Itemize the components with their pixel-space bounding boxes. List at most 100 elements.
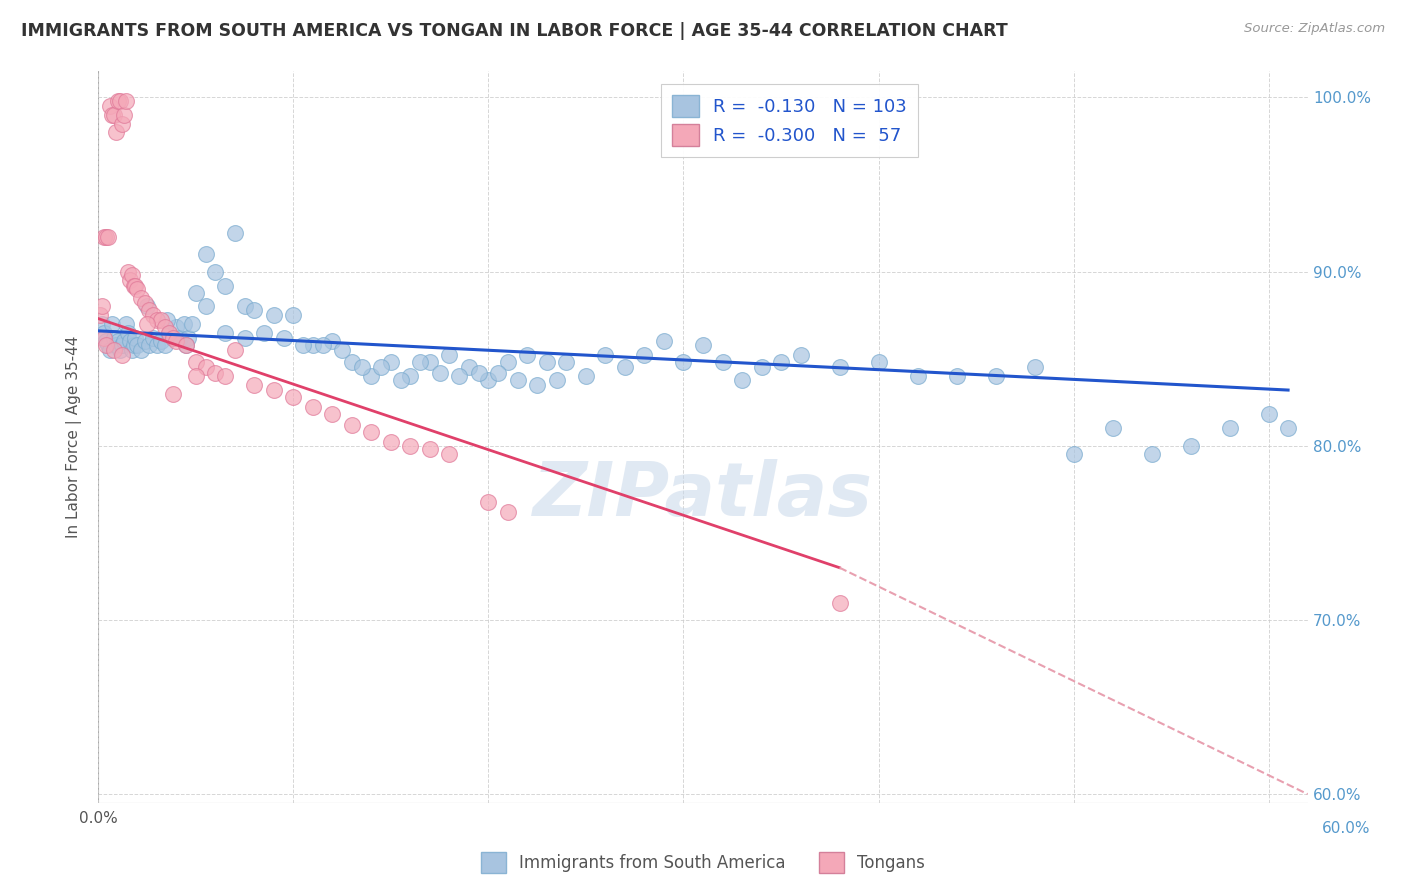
Point [174,338,197,352]
Point [103,108,125,122]
Point [233,331,256,345]
Point [380,355,402,369]
Point [108,343,131,357]
Point [263,308,285,322]
Point [477,373,499,387]
Point [253,326,276,340]
Point [1024,360,1046,375]
Point [555,355,578,369]
Point [984,369,1007,384]
Point [439,448,461,462]
Point [828,360,851,375]
Point [165,320,187,334]
Point [292,338,315,352]
Point [789,348,811,362]
Point [321,334,343,349]
Point [330,343,353,357]
Point [340,417,363,432]
Point [149,334,172,349]
Point [1063,448,1085,462]
Point [174,338,197,352]
Point [103,331,125,345]
Point [868,355,890,369]
Point [711,355,734,369]
Point [439,348,461,362]
Point [121,268,143,282]
Point [633,348,655,362]
Point [134,334,156,349]
Point [111,338,134,352]
Point [399,369,422,384]
Point [91,317,114,331]
Point [146,338,169,352]
Point [360,369,382,384]
Point [111,117,134,131]
Point [127,338,149,352]
Point [652,334,675,349]
Point [263,383,285,397]
Point [243,302,266,317]
Point [181,317,204,331]
Point [1180,439,1202,453]
Point [214,326,236,340]
Point [89,308,111,322]
Point [157,326,180,340]
Point [162,386,184,401]
Point [118,273,141,287]
Point [907,369,929,384]
Point [194,247,217,261]
Point [731,373,754,387]
Point [672,355,695,369]
Point [104,338,127,352]
Point [194,300,217,314]
Point [321,408,343,422]
Text: ZIPatlas: ZIPatlas [533,459,873,533]
Point [224,343,246,357]
Point [496,355,519,369]
Point [302,401,325,415]
Point [1277,421,1299,435]
Point [204,366,226,380]
Y-axis label: In Labor Force | Age 35-44: In Labor Force | Age 35-44 [66,336,83,538]
Point [96,338,118,352]
Point [142,331,165,345]
Point [302,338,325,352]
Point [107,334,129,349]
Point [153,338,176,352]
Point [458,360,481,375]
Point [136,300,159,314]
Point [127,282,149,296]
Point [124,331,146,345]
Point [283,308,305,322]
Point [114,94,136,108]
Point [112,334,135,349]
Point [1219,421,1241,435]
Point [121,343,143,357]
Point [131,291,153,305]
Point [96,229,118,244]
Point [516,348,538,362]
Point [165,334,187,349]
Text: Source: ZipAtlas.com: Source: ZipAtlas.com [1244,22,1385,36]
Point [134,296,156,310]
Text: 60.0%: 60.0% [1322,822,1371,837]
Point [751,360,773,375]
Point [194,360,217,375]
Point [162,331,184,345]
Point [93,331,115,345]
Point [233,300,256,314]
Point [131,343,153,357]
Point [136,317,159,331]
Point [506,373,529,387]
Point [546,373,568,387]
Legend: Immigrants from South America, Tongans: Immigrants from South America, Tongans [474,846,932,880]
Point [350,360,373,375]
Point [429,366,451,380]
Point [1101,421,1123,435]
Point [360,425,382,439]
Point [117,326,139,340]
Point [526,377,548,392]
Point [142,308,165,322]
Point [1257,408,1279,422]
Point [184,369,207,384]
